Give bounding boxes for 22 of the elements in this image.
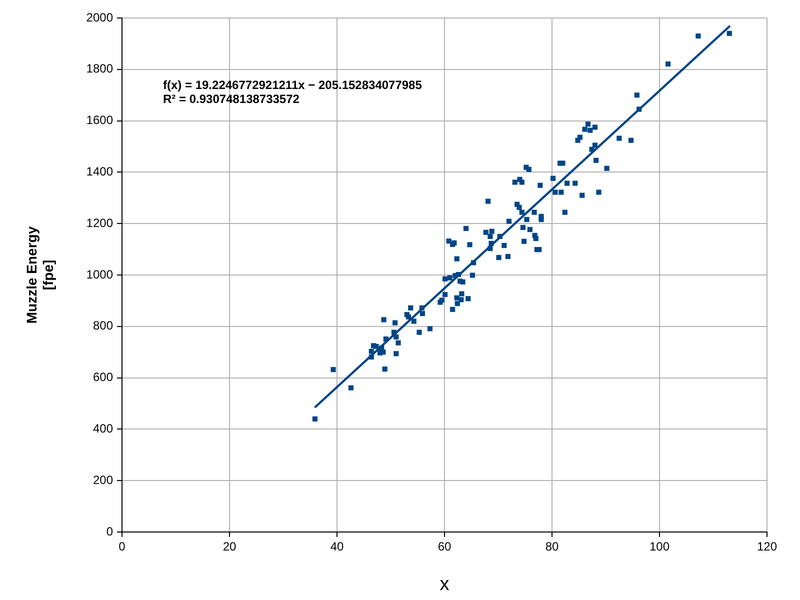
y-axis-title: Muzzle Energy [fpe] xyxy=(23,226,56,324)
x-tick-label: 0 xyxy=(118,540,126,554)
y-tick-label: 600 xyxy=(92,370,114,384)
y-tick-label: 1200 xyxy=(86,216,114,230)
x-axis-title: x xyxy=(440,574,450,595)
annotation: R² = 0.930748138733572 xyxy=(163,92,300,106)
x-tick-label: 80 xyxy=(545,540,559,554)
x-tick-label: 40 xyxy=(330,540,344,554)
x-tick-label: 120 xyxy=(756,540,778,554)
y-tick-label: 1600 xyxy=(86,113,114,128)
x-tick-label: 100 xyxy=(649,540,670,554)
annotation: f(x) = 19.2246772921211x − 205.152834077985 xyxy=(163,78,422,92)
y-tick-label: 1400 xyxy=(86,164,114,179)
y-tick-label: 1000 xyxy=(86,267,114,282)
y-tick-label: 200 xyxy=(92,472,114,487)
y-tick-label: 0 xyxy=(106,524,114,538)
x-tick-label: 20 xyxy=(222,540,236,554)
y-tick-label: 1800 xyxy=(86,62,114,76)
x-tick-label: 60 xyxy=(438,540,452,554)
y-tick-label: 2000 xyxy=(86,10,114,24)
y-tick-label: 800 xyxy=(92,318,114,333)
y-tick-label: 400 xyxy=(92,422,114,436)
